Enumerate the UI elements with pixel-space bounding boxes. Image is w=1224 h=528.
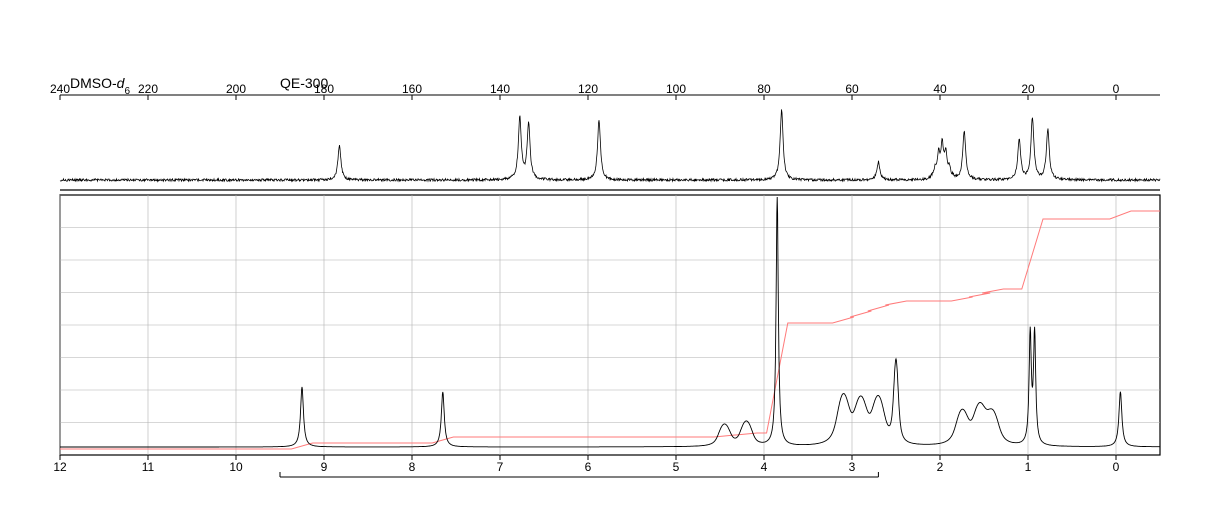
svg-text:9: 9 — [321, 460, 328, 474]
svg-text:120: 120 — [578, 82, 598, 96]
h1-panel: 1211109876543210 — [53, 195, 1160, 477]
svg-text:80: 80 — [757, 82, 771, 96]
svg-text:0: 0 — [1113, 82, 1120, 96]
svg-text:0: 0 — [1113, 460, 1120, 474]
svg-text:180: 180 — [314, 82, 334, 96]
h1-spectrum — [60, 197, 1160, 447]
svg-text:20: 20 — [1021, 82, 1035, 96]
svg-text:140: 140 — [490, 82, 510, 96]
svg-text:2: 2 — [937, 460, 944, 474]
svg-text:60: 60 — [845, 82, 859, 96]
solvent-label: DMSO-d6 — [70, 75, 130, 97]
nmr-figure: DMSO-d6QE-300240220200180160140120100806… — [0, 0, 1224, 528]
svg-text:240: 240 — [50, 82, 70, 96]
svg-text:6: 6 — [585, 460, 592, 474]
svg-text:12: 12 — [53, 460, 67, 474]
svg-text:5: 5 — [673, 460, 680, 474]
svg-text:220: 220 — [138, 82, 158, 96]
svg-text:10: 10 — [229, 460, 243, 474]
c13-panel: 240220200180160140120100806040200 — [50, 82, 1160, 190]
svg-text:7: 7 — [497, 460, 504, 474]
svg-text:200: 200 — [226, 82, 246, 96]
svg-text:100: 100 — [666, 82, 686, 96]
svg-text:3: 3 — [849, 460, 856, 474]
svg-text:40: 40 — [933, 82, 947, 96]
svg-text:4: 4 — [761, 460, 768, 474]
c13-spectrum — [60, 109, 1160, 181]
svg-text:1: 1 — [1025, 460, 1032, 474]
svg-text:11: 11 — [142, 460, 155, 474]
svg-text:160: 160 — [402, 82, 422, 96]
nmr-svg: DMSO-d6QE-300240220200180160140120100806… — [0, 0, 1224, 528]
svg-text:8: 8 — [409, 460, 416, 474]
